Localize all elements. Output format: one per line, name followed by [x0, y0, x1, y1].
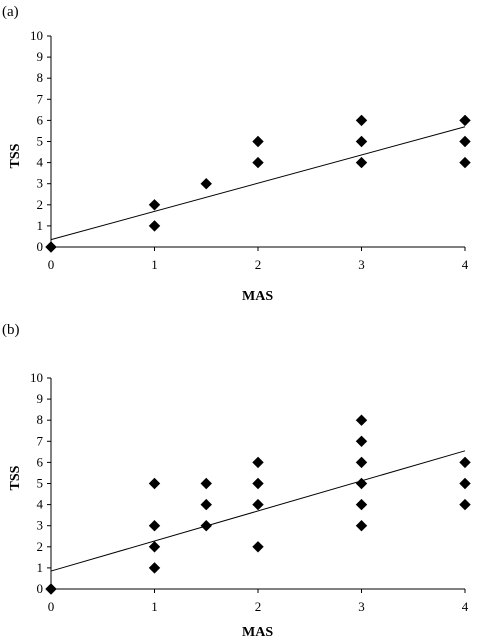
x-tick-label: 0: [48, 599, 55, 614]
y-tick-label: 10: [30, 370, 43, 385]
data-point: [459, 114, 471, 127]
y-tick-label: 4: [37, 155, 44, 170]
x-tick-label: 3: [358, 257, 365, 272]
data-point: [148, 477, 161, 490]
y-tick-label: 5: [37, 134, 44, 149]
data-point: [459, 498, 471, 511]
trendline: [50, 450, 466, 572]
y-tick-label: 8: [37, 412, 44, 427]
data-point: [252, 135, 264, 148]
data-point: [148, 220, 161, 232]
data-point: [355, 456, 368, 469]
x-tick-label: 4: [462, 599, 469, 614]
panel-label: (a): [2, 4, 19, 20]
trendline: [50, 126, 466, 241]
y-tick-label: 10: [30, 28, 43, 43]
panel-label: (b): [2, 322, 20, 338]
x-tick-label: 2: [255, 257, 262, 272]
data-point: [355, 477, 368, 490]
data-point: [355, 519, 368, 532]
data-point: [459, 156, 471, 169]
data-point: [355, 156, 368, 169]
y-tick-label: 3: [37, 518, 44, 533]
data-point: [252, 498, 264, 511]
scatter-plot-b: 0 1 2 3 4 5 6 7 8 9 10 0 1 2 3 4: [30, 370, 471, 614]
x-axis-label: MAS: [242, 289, 274, 304]
y-tick-label: 1: [37, 560, 44, 575]
x-axis-label: MAS: [242, 625, 274, 640]
y-tick-label: 5: [37, 476, 44, 491]
x-tick-label: 2: [255, 599, 262, 614]
y-tick-label: 9: [37, 49, 44, 64]
data-point: [148, 541, 161, 553]
data-point: [355, 135, 368, 148]
data-point: [459, 477, 471, 490]
y-tick-label: 0: [37, 239, 44, 254]
x-tick-label: 4: [462, 257, 469, 272]
y-tick-label: 7: [37, 91, 44, 106]
data-point: [252, 477, 264, 490]
data-point: [200, 519, 212, 532]
data-point: [45, 583, 57, 595]
y-tick-label: 9: [37, 391, 44, 406]
x-tick-label: 1: [151, 599, 158, 614]
data-point: [200, 177, 212, 190]
y-tick-label: 8: [37, 70, 44, 85]
data-point: [355, 114, 368, 127]
data-point: [200, 498, 212, 511]
y-tick-label: 2: [37, 197, 44, 212]
data-point: [355, 435, 368, 448]
y-tick-label: 3: [37, 176, 44, 191]
data-point: [252, 541, 264, 553]
x-tick-label: 0: [48, 257, 55, 272]
y-tick-label: 4: [37, 497, 44, 512]
scatter-plot-a: 0 1 2 3 4 5 6 7 8 9 10 0 1 2 3 4: [30, 28, 471, 272]
data-point: [355, 414, 368, 426]
x-tick-label: 1: [151, 257, 158, 272]
y-tick-label: 6: [37, 112, 44, 127]
y-tick-label: 2: [37, 539, 44, 554]
data-point: [148, 519, 161, 532]
y-tick-label: 7: [37, 433, 44, 448]
data-point: [355, 498, 368, 511]
data-point: [459, 135, 471, 148]
x-tick-label: 3: [358, 599, 365, 614]
y-tick-label: 1: [37, 218, 44, 233]
chart-panel-b: (b) TSS MAS 0 1 2 3 4 5 6 7 8 9 10 0 1 2 3 4: [0, 320, 477, 643]
data-point: [252, 456, 264, 469]
chart-panel-a: (a) TSS MAS 0 1 2 3 4 5 6 7 8 9 10 0 1 2 3 4: [0, 0, 477, 320]
data-point: [148, 199, 161, 211]
data-point: [252, 156, 264, 169]
data-point: [45, 241, 57, 253]
y-tick-label: 6: [37, 454, 44, 469]
y-tick-label: 0: [37, 581, 44, 596]
data-point: [148, 562, 161, 574]
data-point: [200, 477, 212, 490]
data-point: [459, 456, 471, 469]
